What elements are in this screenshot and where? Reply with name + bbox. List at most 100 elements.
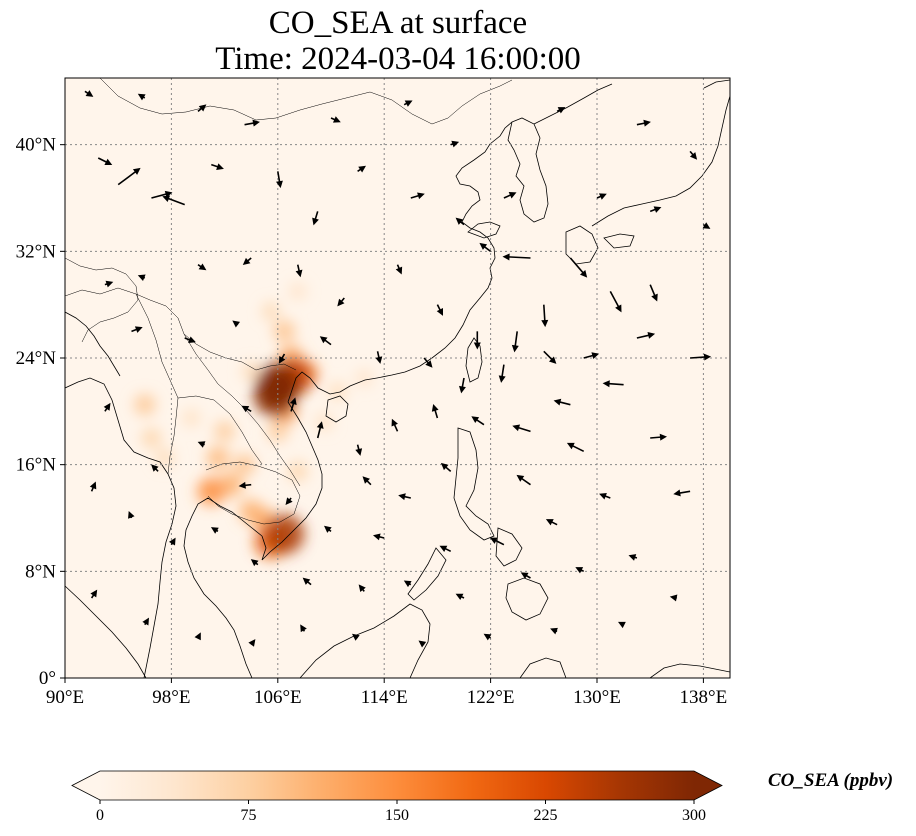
map-title: CO_SEA at surface [268,5,528,41]
wind-arrow [423,357,433,368]
border-cambodia [205,461,301,525]
coastline-new-guinea [649,663,730,678]
wind-arrow [162,195,185,206]
wind-arrow [289,397,297,412]
wind-arrow [232,320,240,328]
coastline-taiwan [465,337,483,383]
wind-arrow [275,171,283,189]
coastline-hainan [325,395,349,423]
coastline-vietnam [261,401,323,561]
latitude-ticks: 0° 8°N 16°N 24°N 32°N 40°N [16,135,65,689]
wind-arrow [248,639,256,647]
wind-arrow [398,493,411,501]
wind-arrow [602,380,624,388]
wind-arrow [649,284,658,302]
wind-arrow [151,464,159,472]
wind-arrow [543,350,557,364]
wind-arrow [103,402,111,412]
wind-arrow [319,336,332,346]
wind-arrow [324,525,332,533]
wind-arrow [194,632,201,641]
co-plume-cell [289,282,307,300]
co-plume-cell [315,413,334,431]
wind-arrow [439,545,452,553]
wind-arrow [300,624,307,633]
wind-arrow [566,442,585,453]
wind-arrow [238,481,252,489]
wind-arrow [541,304,549,328]
wind-arrow [596,193,607,200]
wind-arrow [104,280,114,288]
lon-tick-label: 106°E [254,687,302,708]
lon-tick-label: 122°E [467,687,515,708]
co-plume-cell [206,446,230,470]
wind-arrow [436,304,443,316]
co-plume-cell [182,409,201,427]
wind-arrow [511,331,519,353]
wind-arrow [373,533,385,541]
coastline-borneo [299,603,431,678]
coastline-shandong [467,221,501,239]
co-plume-cell [267,421,289,442]
wind-arrow [498,364,506,383]
wind-arrow [128,511,135,519]
lat-tick-label: 0° [39,668,56,689]
co-plume-cell [264,514,305,554]
co-plume-cell [355,369,373,387]
wind-arrow [545,519,558,526]
co-plume-cell [197,477,226,506]
wind-arrow [489,537,505,546]
wind-arrow [690,353,712,361]
co-plume-cell [288,461,308,482]
colorbar-tick-label: 0 [96,807,104,824]
colorbar-gradient [100,771,694,800]
map-frame [64,77,731,679]
wind-arrow [211,163,224,170]
wind-arrow [97,157,113,165]
wind-arrow [90,589,98,599]
wind-arrow [649,206,662,213]
wind-arrow [459,377,466,394]
wind-arrow [455,217,465,226]
coastline-gulf-of-thailand [183,497,263,678]
wind-arrow [358,584,366,592]
wind-arrow [609,290,622,313]
co-plume-cell [242,362,261,381]
wind-arrow [137,274,146,282]
longitude-ticks: 90°E 98°E 106°E 114°E 122°E 130°E 138°E [46,678,727,708]
colorbar: 0 75 150 225 300 [71,770,723,824]
wind-arrow [337,297,345,307]
co-plume-cell [328,382,347,401]
wind-arrow [168,537,176,546]
wind-arrow [628,554,638,561]
coastline-korea [507,117,549,223]
lat-tick-label: 8°N [25,561,56,582]
coastline-japan-kyushu [565,225,599,265]
colorbar-tick-label: 300 [682,807,706,824]
wind-arrow [142,617,149,626]
lon-tick-label: 98°E [152,687,190,708]
co-plume-cell [141,428,162,448]
wind-arrow [669,594,678,602]
wind-arrow [362,476,372,486]
map-subtitle-time: Time: 2024-03-04 16:00:00 [215,41,581,77]
coastline-japan-hokkaido [703,79,730,89]
wind-arrow [184,336,196,344]
wind-arrow [117,167,141,186]
lon-tick-label: 138°E [680,687,728,708]
wind-arrow [599,492,611,500]
coastline-visayas-mindanao [495,527,549,621]
wind-arrow [403,100,413,107]
wind-arrow [302,577,312,586]
colorbar-tick-label: 150 [385,807,409,824]
wind-arrow [516,474,531,486]
co-plume-cell [261,302,281,321]
coastline-gulf-of-tonkin [287,371,378,403]
coastline-bay-of-bengal [65,311,121,377]
wind-arrow [689,150,698,160]
wind-arrow [250,559,259,567]
wind-arrow [673,489,691,497]
wind-arrow [575,567,585,574]
wind-arrow [285,497,293,505]
